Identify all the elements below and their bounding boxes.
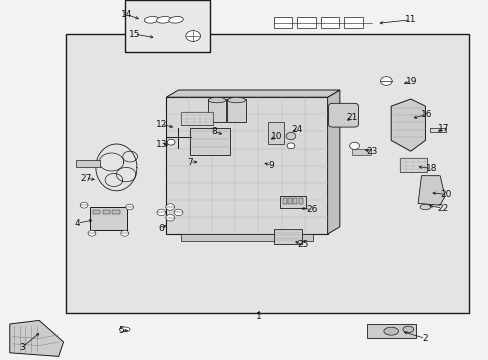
Text: 14: 14 <box>120 10 132 19</box>
Circle shape <box>125 204 133 210</box>
Polygon shape <box>166 90 339 97</box>
Circle shape <box>285 132 295 140</box>
Text: 24: 24 <box>291 125 303 134</box>
Bar <box>351 149 370 155</box>
Bar <box>166 97 327 234</box>
Text: 2: 2 <box>422 334 427 343</box>
Bar <box>297 17 315 28</box>
Text: 23: 23 <box>365 147 377 156</box>
Circle shape <box>286 143 294 149</box>
Circle shape <box>157 209 165 216</box>
Text: 25: 25 <box>297 240 308 249</box>
Circle shape <box>121 230 128 236</box>
Text: 21: 21 <box>346 113 357 122</box>
Ellipse shape <box>383 327 398 335</box>
Text: 11: 11 <box>404 15 416 24</box>
Text: 17: 17 <box>437 125 449 134</box>
Text: 16: 16 <box>420 110 431 119</box>
Ellipse shape <box>208 98 225 103</box>
Text: 22: 22 <box>436 204 447 212</box>
Circle shape <box>174 209 183 216</box>
Bar <box>93 210 100 214</box>
Bar <box>298 198 302 204</box>
Bar <box>320 17 339 28</box>
Bar <box>279 196 305 208</box>
Bar <box>366 324 415 338</box>
Text: 15: 15 <box>128 30 140 39</box>
Ellipse shape <box>227 98 245 103</box>
Bar <box>287 198 291 204</box>
Bar <box>76 160 100 167</box>
FancyBboxPatch shape <box>328 103 358 127</box>
Circle shape <box>349 142 359 149</box>
Ellipse shape <box>119 327 130 332</box>
Circle shape <box>167 139 175 145</box>
Text: 9: 9 <box>268 161 274 170</box>
Bar <box>227 99 245 122</box>
Bar <box>273 17 292 28</box>
Ellipse shape <box>156 17 171 23</box>
Text: 6: 6 <box>158 224 164 233</box>
Text: 8: 8 <box>211 127 217 136</box>
Polygon shape <box>390 99 425 151</box>
Bar <box>66 34 468 313</box>
Text: 4: 4 <box>74 219 80 228</box>
Text: 19: 19 <box>405 77 417 86</box>
Bar <box>429 128 445 132</box>
Text: 18: 18 <box>425 164 436 173</box>
Bar <box>282 198 286 204</box>
Text: 10: 10 <box>270 132 282 141</box>
Bar <box>90 207 127 230</box>
Bar <box>181 112 212 125</box>
Bar <box>189 128 229 155</box>
Bar <box>344 17 362 28</box>
Bar <box>273 229 302 244</box>
Bar <box>102 210 110 214</box>
Text: 12: 12 <box>155 120 167 129</box>
Ellipse shape <box>168 17 183 23</box>
Text: 13: 13 <box>155 140 167 149</box>
Circle shape <box>165 204 174 210</box>
Text: 3: 3 <box>19 343 25 352</box>
Polygon shape <box>327 90 339 234</box>
Ellipse shape <box>419 204 430 210</box>
Bar <box>293 198 297 204</box>
Bar <box>399 158 426 172</box>
Polygon shape <box>417 176 444 205</box>
Circle shape <box>88 230 96 236</box>
Text: 5: 5 <box>118 326 124 335</box>
Text: 20: 20 <box>439 190 451 199</box>
Text: 26: 26 <box>305 205 317 214</box>
Circle shape <box>80 202 88 208</box>
Bar <box>112 210 120 214</box>
Ellipse shape <box>144 17 159 23</box>
Polygon shape <box>10 320 63 356</box>
Text: 7: 7 <box>186 158 192 166</box>
Bar <box>207 99 226 122</box>
Bar <box>267 122 283 144</box>
Text: 1: 1 <box>256 312 262 321</box>
Bar <box>124 0 210 52</box>
Circle shape <box>185 31 200 41</box>
Ellipse shape <box>402 326 413 333</box>
Text: 27: 27 <box>80 174 91 183</box>
Circle shape <box>380 77 391 85</box>
Bar <box>181 234 312 241</box>
Circle shape <box>165 215 174 221</box>
